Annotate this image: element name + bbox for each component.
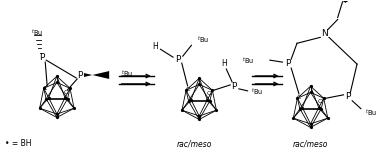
Text: C: C bbox=[43, 86, 47, 91]
Text: P: P bbox=[77, 71, 83, 79]
Text: N: N bbox=[321, 29, 327, 38]
Text: P: P bbox=[175, 55, 181, 64]
Text: P: P bbox=[285, 59, 290, 68]
Text: $^t$Bu: $^t$Bu bbox=[121, 67, 133, 79]
Text: C: C bbox=[64, 90, 68, 95]
Text: rac/meso: rac/meso bbox=[293, 140, 328, 149]
Text: $^t$Bu: $^t$Bu bbox=[251, 86, 263, 97]
Text: $^t$Bu: $^t$Bu bbox=[31, 27, 43, 38]
Text: • = BH: • = BH bbox=[5, 139, 31, 148]
Text: H: H bbox=[222, 59, 227, 68]
Text: rac/meso: rac/meso bbox=[177, 140, 212, 149]
Text: C: C bbox=[297, 95, 301, 100]
Text: P: P bbox=[231, 82, 237, 91]
Text: $^t$Bu: $^t$Bu bbox=[242, 55, 254, 66]
Text: C: C bbox=[207, 91, 211, 96]
Text: P: P bbox=[39, 53, 44, 62]
Text: H: H bbox=[152, 42, 158, 51]
Text: $^t$Bu: $^t$Bu bbox=[365, 107, 377, 118]
Text: C: C bbox=[185, 87, 190, 92]
Text: $^t$Bu: $^t$Bu bbox=[197, 34, 209, 45]
Polygon shape bbox=[84, 71, 109, 79]
Text: C: C bbox=[318, 99, 322, 104]
Text: P: P bbox=[345, 92, 350, 101]
